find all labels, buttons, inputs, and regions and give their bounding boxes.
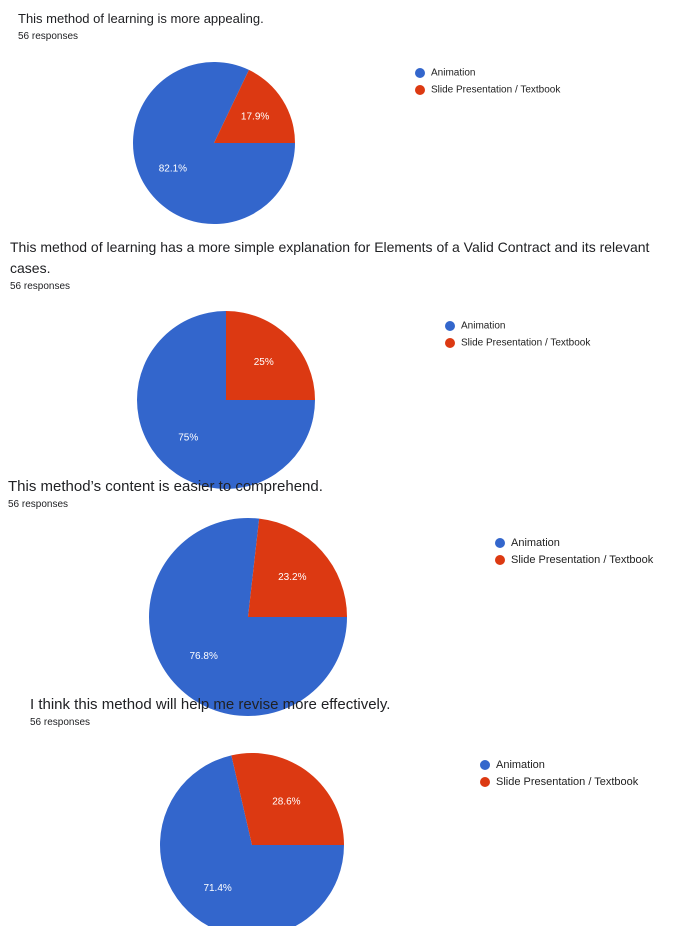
chart-title: This method’s content is easier to compr…: [8, 478, 323, 495]
slice-label: 28.6%: [272, 796, 300, 807]
slice-label: 23.2%: [278, 572, 306, 583]
pie-slice: [214, 69, 295, 143]
legend-marker: [480, 760, 490, 770]
legend-label: Slide Presentation / Textbook: [431, 85, 561, 96]
slice-label: 25%: [254, 357, 274, 368]
slice-label: 76.8%: [190, 651, 218, 662]
legend-label: Animation: [511, 537, 560, 549]
chart-title: This method of learning is more appealin…: [18, 11, 264, 26]
pie-slice: [248, 518, 347, 617]
legend-marker: [495, 555, 505, 565]
chart-subtitle: 56 responses: [8, 499, 69, 510]
legend-label: Animation: [496, 759, 545, 771]
slice-label: 71.4%: [203, 883, 231, 894]
chart-subtitle: 56 responses: [18, 31, 79, 42]
legend-label: Animation: [461, 321, 505, 332]
legend-marker: [445, 338, 455, 348]
legend-marker: [480, 777, 490, 787]
legend-marker: [445, 321, 455, 331]
legend-marker: [415, 85, 425, 95]
legend-label: Slide Presentation / Textbook: [511, 554, 654, 566]
pie-slice: [160, 755, 344, 926]
chart-title: This method of learning has a more simpl…: [10, 239, 650, 276]
chart-title: I think this method will help me revise …: [30, 696, 391, 713]
legend-label: Animation: [431, 68, 475, 79]
chart-subtitle: 56 responses: [10, 281, 71, 292]
legend-marker: [495, 538, 505, 548]
pie-slice: [226, 311, 315, 400]
slice-label: 82.1%: [159, 164, 187, 175]
legend-label: Slide Presentation / Textbook: [461, 338, 591, 349]
pie-slice: [231, 752, 344, 845]
legend-label: Slide Presentation / Textbook: [496, 776, 639, 788]
slice-label: 17.9%: [241, 112, 269, 123]
pie-slice: [148, 518, 347, 716]
slice-label: 75%: [178, 432, 198, 443]
legend-marker: [415, 68, 425, 78]
chart-subtitle: 56 responses: [30, 717, 91, 728]
